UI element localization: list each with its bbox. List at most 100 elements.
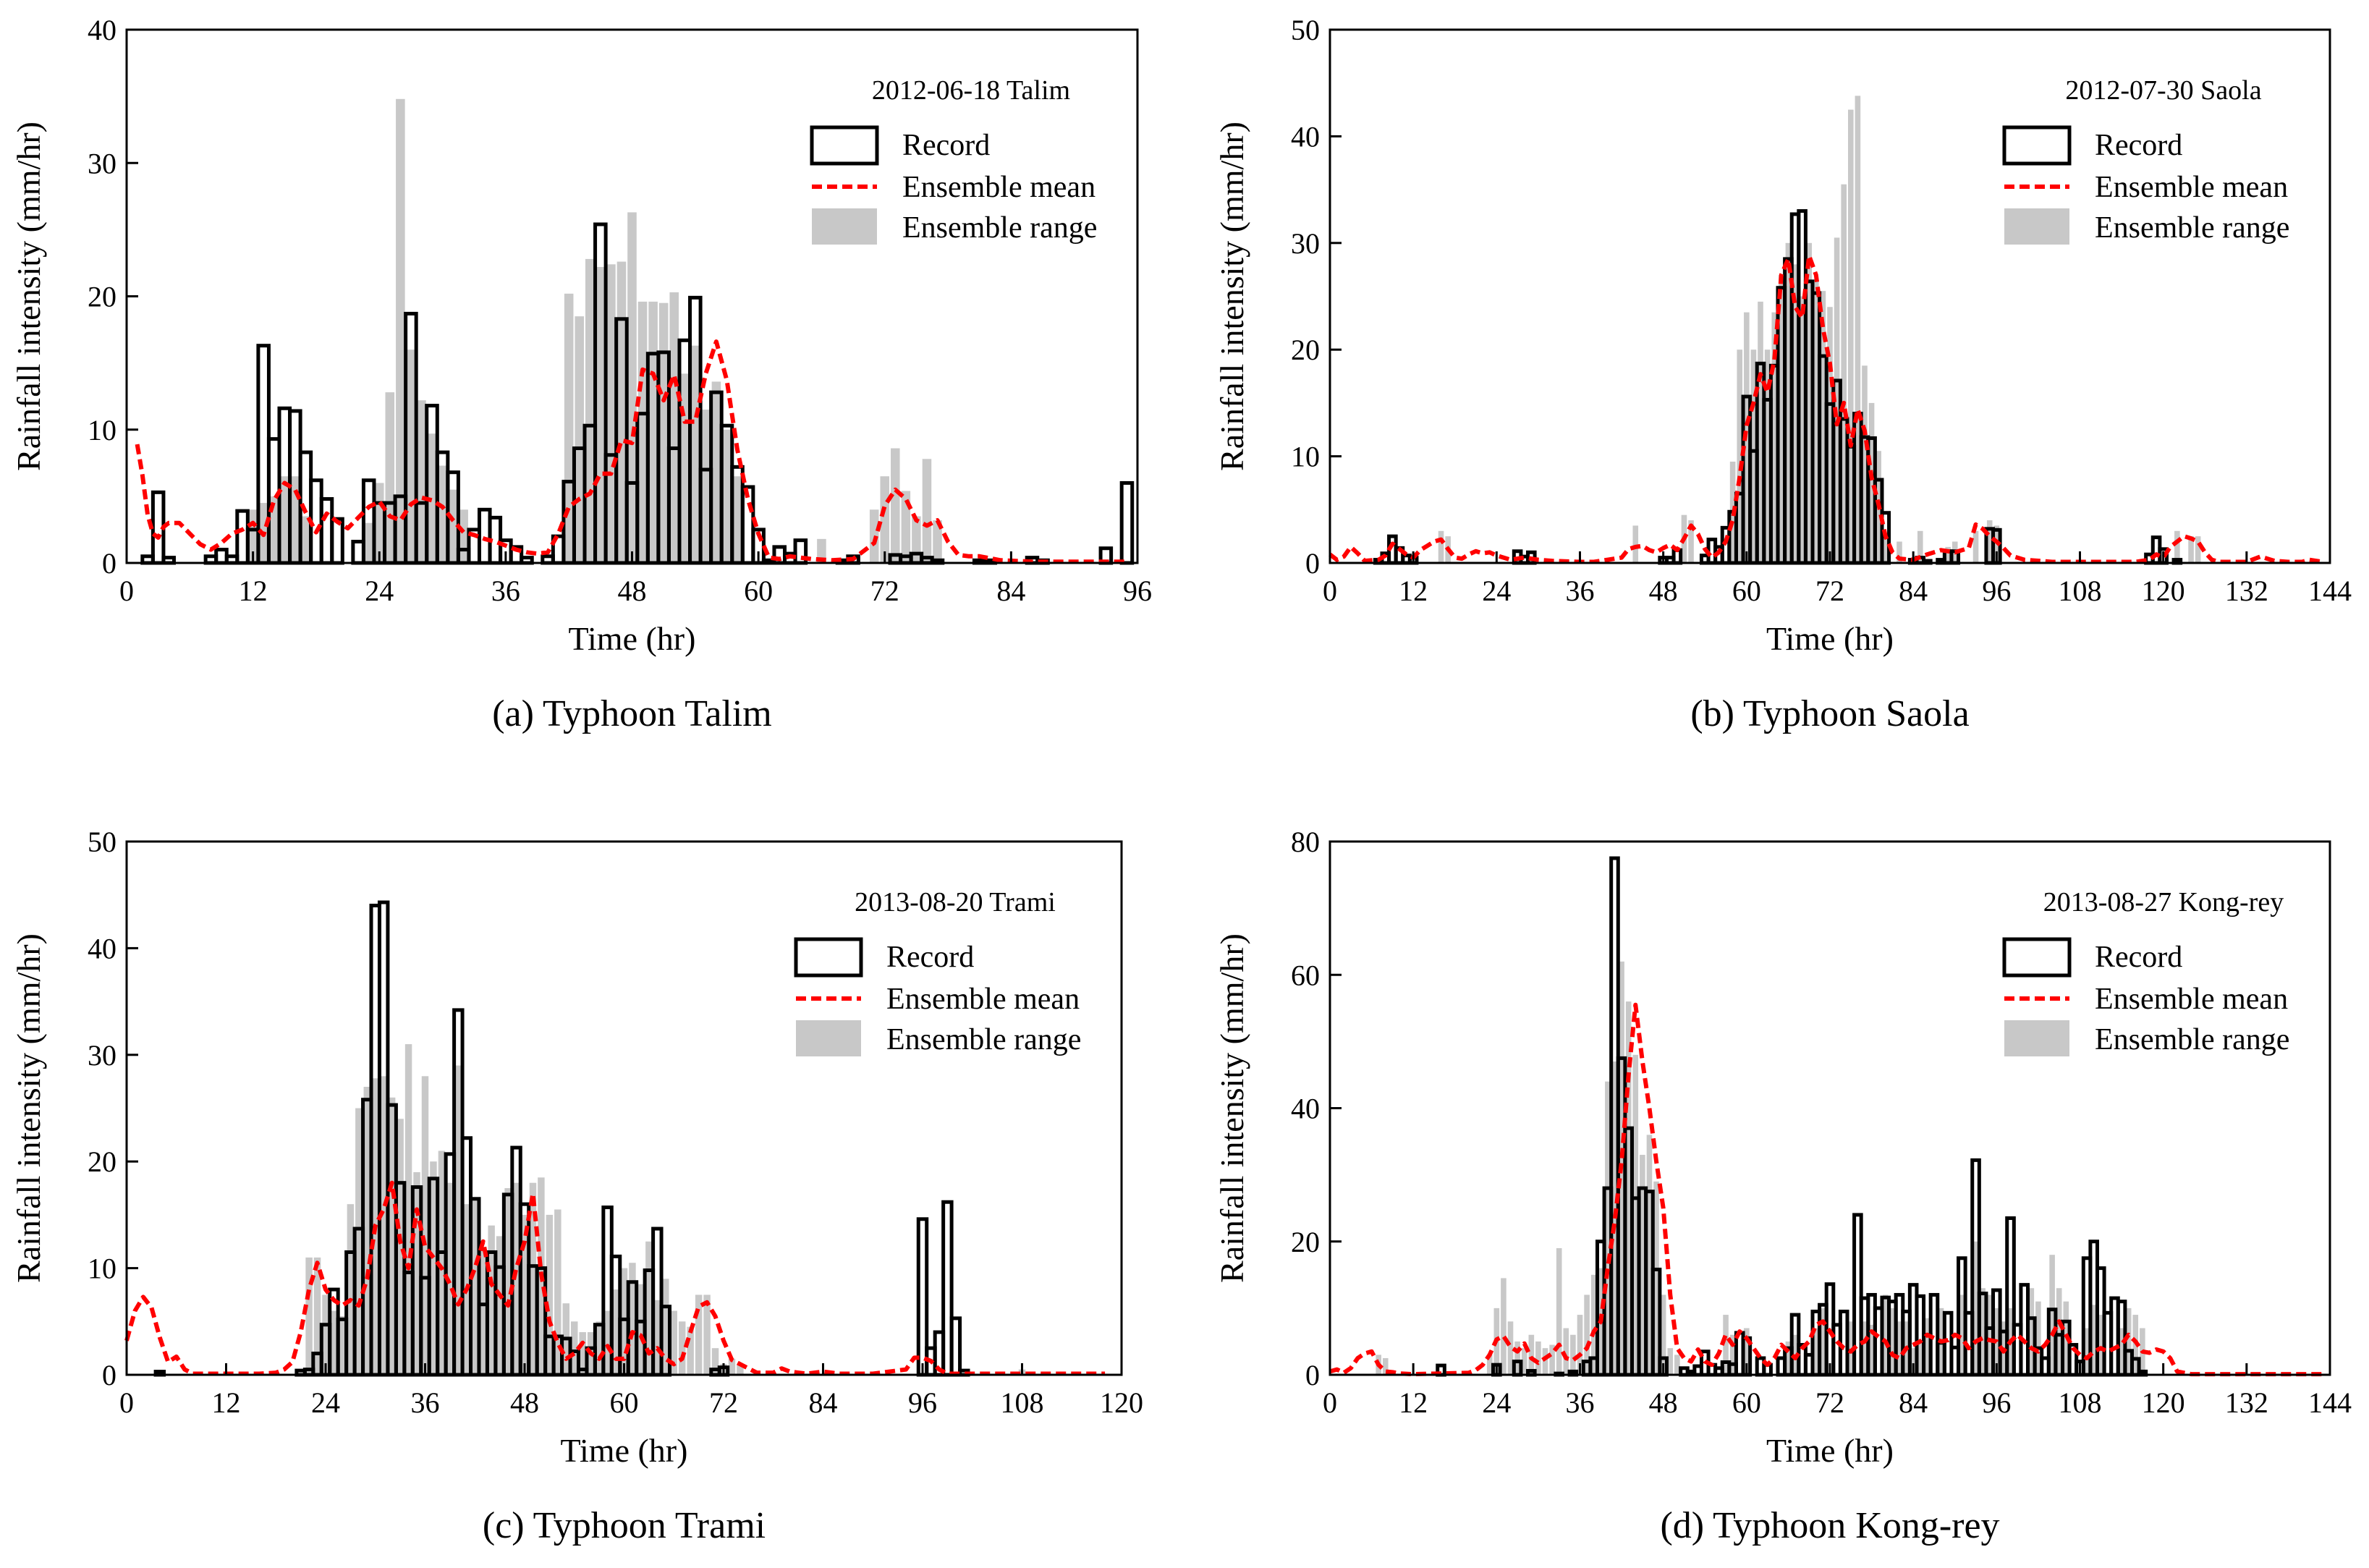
chart-panel-a: 0 12 24 36 48 60 72 84 96 0 10 20 30 40 Time (hr) Rainf… <box>10 14 1152 734</box>
x-tick-label: 36 <box>491 575 520 607</box>
ensemble-range-bar <box>2125 1308 2132 1375</box>
legend-range-label: Ensemble range <box>2095 211 2289 245</box>
x-tick-label: 36 <box>411 1386 440 1419</box>
x-tick-label: 120 <box>2142 1386 2185 1419</box>
legend-range-label: Ensemble range <box>886 1023 1081 1056</box>
ensemble-range-bar <box>1646 1135 1653 1375</box>
y-tick-label: 30 <box>1291 227 1320 260</box>
event-label: 2012-06-18 Talim <box>872 75 1070 106</box>
ensemble-range-bar <box>1897 1321 1902 1375</box>
ensemble-range-bar <box>1889 1308 1896 1375</box>
ensemble-range-bar <box>1507 1321 1514 1375</box>
ensemble-range-bar <box>616 261 627 563</box>
ensemble-range-bar <box>1521 1348 1527 1375</box>
ensemble-range-bar <box>479 1247 487 1375</box>
ensemble-range-bar <box>413 1171 420 1375</box>
ensemble-range-bar <box>1986 1294 1993 1375</box>
legend-mean-label: Ensemble mean <box>886 983 1080 1016</box>
ensemble-range-bar <box>1653 1181 1659 1375</box>
ensemble-range-bar <box>446 1182 454 1375</box>
legend-mean-label: Ensemble mean <box>2095 171 2288 204</box>
ensemble-range-bar <box>2188 536 2194 563</box>
ensemble-range-bar <box>1688 520 1694 563</box>
ensemble-range-bar <box>421 1076 429 1375</box>
x-axis-label: Time (hr) <box>1766 620 1894 657</box>
x-tick-label: 60 <box>744 575 773 607</box>
ensemble-range-bar <box>1486 1355 1493 1375</box>
y-tick-label: 50 <box>1291 14 1320 46</box>
ensemble-range-bar <box>1806 242 1813 563</box>
ensemble-range-bar <box>1917 1341 1923 1375</box>
ensemble-range-bar <box>1584 1294 1590 1375</box>
ensemble-range-bar <box>1632 525 1639 563</box>
x-tick-label: 144 <box>2308 575 2352 607</box>
ensemble-range-bar <box>1723 1315 1729 1375</box>
ensemble-range-bar <box>596 266 606 563</box>
ensemble-range-bar <box>711 381 721 563</box>
ensemble-range-bar <box>430 1161 437 1375</box>
x-tick-label: 72 <box>1815 575 1844 607</box>
legend: Record Ensemble mean Ensemble range <box>794 937 1081 1056</box>
ensemble-range-bar <box>2090 1305 2097 1375</box>
ensemble-range-bar <box>322 1294 329 1375</box>
y-tick-label: 80 <box>1291 826 1320 858</box>
x-tick-label: 72 <box>870 575 899 607</box>
ensemble-range-bar <box>612 1289 619 1375</box>
x-tick-label: 36 <box>1566 1386 1595 1419</box>
ensemble-range-bar <box>397 1119 404 1375</box>
ensemble-range-bar <box>1382 1357 1389 1375</box>
ensemble-range-bar <box>406 349 416 563</box>
ensemble-range-bar <box>330 1310 338 1375</box>
y-tick-label: 0 <box>1305 1359 1320 1391</box>
legend-record-swatch <box>2002 937 2072 978</box>
ensemble-range-bar <box>585 258 595 563</box>
x-tick-label: 12 <box>1399 1386 1428 1419</box>
ensemble-range-bar <box>2119 1328 2124 1375</box>
ensemble-range-bar <box>933 520 942 563</box>
ensemble-range-bar <box>901 491 911 563</box>
y-axis-label: Rainfall intensity (mm/hr) <box>1213 122 1250 471</box>
ensemble-range-bar <box>1813 1328 1819 1375</box>
ensemble-range-bar <box>1758 301 1763 563</box>
y-tick-label: 0 <box>102 547 116 580</box>
ensemble-range-bar <box>606 264 616 563</box>
ensemble-range-bar <box>438 1150 446 1375</box>
ensemble-range-bar <box>1855 96 1861 563</box>
legend-record-swatch <box>2002 125 2072 166</box>
ensemble-range-bar <box>564 293 574 563</box>
x-tick-label: 0 <box>119 575 134 607</box>
x-tick-label: 84 <box>996 575 1025 607</box>
ensemble-range-bar <box>596 1321 603 1375</box>
legend-range-swatch <box>812 208 877 245</box>
ensemble-range-bar <box>722 429 732 563</box>
legend: Record Ensemble mean Ensemble range <box>2002 937 2289 1056</box>
ensemble-range-bar <box>546 1214 554 1375</box>
ensemble-range-bar <box>1744 1328 1750 1375</box>
ensemble-range-bar <box>1625 1001 1632 1375</box>
ensemble-range-bar <box>374 483 384 563</box>
ensemble-range-bar <box>388 1097 396 1375</box>
ensemble-range-bar <box>1959 1294 1965 1375</box>
legend-record-swatch <box>794 937 863 978</box>
record-bar <box>949 1316 962 1377</box>
ensemble-range-bar <box>1862 1321 1868 1375</box>
y-tick-label: 0 <box>1305 547 1320 580</box>
ensemble-range-bar <box>290 476 300 563</box>
ensemble-range-bar <box>1847 1321 1854 1375</box>
x-tick-label: 0 <box>119 1386 134 1419</box>
ensemble-range-bar <box>1528 1334 1535 1375</box>
record-bar <box>330 517 344 565</box>
ensemble-range-bar <box>1590 1274 1597 1375</box>
ensemble-range-bar <box>1882 1294 1889 1375</box>
chart-panel-d: 0 12 24 36 48 60 72 84 96 108 120 132 144 0 20 40 60 80 Ti… <box>1213 826 2352 1546</box>
ensemble-range-bar <box>404 1044 412 1375</box>
ensemble-range-bar <box>1750 349 1757 563</box>
ensemble-range-bar <box>579 1332 586 1375</box>
ensemble-range-bar <box>728 1358 736 1375</box>
ensemble-range-bar <box>1868 1324 1875 1375</box>
ensemble-range-bar <box>1737 349 1743 563</box>
ensemble-range-bar <box>1542 1348 1548 1375</box>
ensemble-range-bar <box>512 1182 520 1375</box>
ensemble-range-bar <box>1779 275 1784 563</box>
ensemble-range-bar <box>2098 1315 2104 1375</box>
